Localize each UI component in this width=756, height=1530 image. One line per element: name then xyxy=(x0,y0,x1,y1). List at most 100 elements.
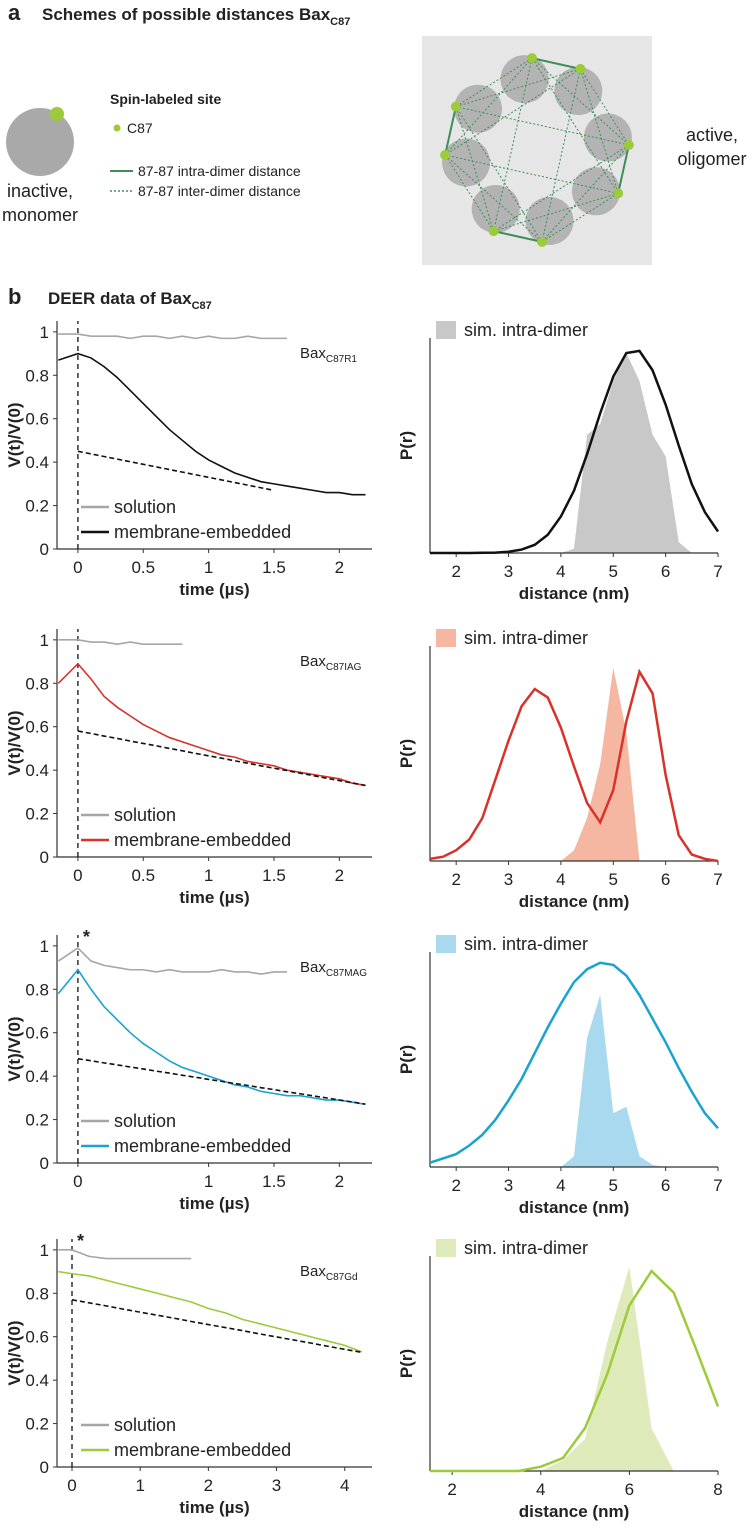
decay-chart: 0 0.5 1 1.5 2 0 0.2 0.4 0.6 0.8 1 time (µs) V(t)/V(0… xyxy=(5,629,372,907)
subunit xyxy=(454,84,503,133)
y-axis-label: V(t)/V(0) xyxy=(5,710,24,775)
inter-dimer-line xyxy=(541,192,619,243)
y-tick-label: 0.8 xyxy=(25,1284,49,1303)
inter-dimer-line xyxy=(493,58,533,232)
x-tick-label: 1.5 xyxy=(262,866,286,885)
trace xyxy=(429,668,719,863)
inter-dimer-line xyxy=(445,154,619,194)
inter-dimer-line xyxy=(455,106,543,243)
y-tick-label: 0.6 xyxy=(25,718,49,737)
x-axis-label: distance (nm) xyxy=(519,584,630,603)
inter-dimer-line xyxy=(444,57,533,156)
legend-label: membrane-embedded xyxy=(114,522,291,542)
subunit xyxy=(571,167,620,216)
legend-title: Spin-labeled site xyxy=(110,91,221,107)
spin-label xyxy=(50,107,64,121)
legend-text: 87-87 inter-dimer distance xyxy=(138,183,301,199)
inter-dimer-line xyxy=(444,68,581,156)
annotation-sub: C87MAG xyxy=(326,968,367,979)
x-tick-label: 3 xyxy=(504,562,513,581)
x-tick-label: 0 xyxy=(73,1172,82,1191)
x-axis-label: time (µs) xyxy=(179,1498,249,1517)
y-axis-label: P(r) xyxy=(397,739,416,768)
y-tick-label: 1 xyxy=(40,323,49,342)
x-tick-label: 1 xyxy=(204,866,213,885)
background-fit xyxy=(77,1057,366,1105)
trace xyxy=(57,968,366,1106)
intra-dimer-line xyxy=(531,57,581,70)
inter-dimer-line xyxy=(493,192,619,232)
x-tick-label: 5 xyxy=(609,562,618,581)
x-tick-label: 4 xyxy=(556,562,565,581)
distance-chart: 2 3 4 5 6 7 distance (nm) P(r) sim. intra-dimer xyxy=(397,320,723,603)
y-tick-label: 0 xyxy=(40,1154,49,1173)
y-axis-label: V(t)/V(0) xyxy=(5,402,24,467)
x-tick-label: 6 xyxy=(661,562,670,581)
x-tick-label: 6 xyxy=(661,870,670,889)
panel-title: DEER data of BaxC87 xyxy=(48,289,212,312)
trace xyxy=(429,961,719,1164)
x-tick-label: 3 xyxy=(504,1176,513,1195)
annotation-text: Bax xyxy=(300,345,326,362)
y-tick-label: 0.8 xyxy=(25,366,49,385)
monomer-label: monomer xyxy=(2,205,78,225)
spin-label xyxy=(526,53,537,64)
x-tick-label: 0 xyxy=(67,1476,76,1495)
trace xyxy=(58,333,288,340)
x-tick-label: 1 xyxy=(204,558,213,577)
x-tick-label: 0.5 xyxy=(131,866,155,885)
x-tick-label: 1.5 xyxy=(262,1172,286,1191)
title-text: DEER data of Bax xyxy=(48,289,192,308)
x-tick-label: 2 xyxy=(204,1476,213,1495)
y-tick-label: 0.4 xyxy=(25,453,49,472)
x-tick-label: 2 xyxy=(451,1176,460,1195)
intra-dimer-line xyxy=(617,144,630,194)
legend-label: solution xyxy=(114,805,176,825)
distance-chart: 2 3 4 5 6 7 distance (nm) P(r) sim. intra-dimer xyxy=(397,934,723,1217)
x-tick-label: 7 xyxy=(713,870,722,889)
trace xyxy=(58,352,366,496)
inter-dimer-line xyxy=(541,144,630,243)
inter-dimer-line xyxy=(579,68,630,146)
x-tick-label: 3 xyxy=(504,870,513,889)
annotation-sub: C87R1 xyxy=(326,354,358,365)
sim-area xyxy=(430,353,718,553)
legend-label: solution xyxy=(114,1111,176,1131)
trace xyxy=(430,349,720,555)
legend-dot xyxy=(113,124,121,132)
y-axis-label: V(t)/V(0) xyxy=(5,1016,24,1081)
x-tick-label: 1 xyxy=(135,1476,144,1495)
legend-swatch xyxy=(436,935,456,953)
inter-dimer-line xyxy=(455,57,533,108)
legend-label: sim. intra-dimer xyxy=(464,1238,588,1258)
x-tick-label: 2 xyxy=(335,866,344,885)
inter-dimer-line xyxy=(579,68,619,194)
trace xyxy=(57,947,288,975)
distance-chart: 2 3 4 5 6 7 distance (nm) P(r) sim. intra-dimer xyxy=(397,628,723,911)
y-tick-label: 0 xyxy=(40,1458,49,1477)
annotation: BaxC87R1 xyxy=(300,345,357,365)
y-tick-label: 1 xyxy=(40,1241,49,1260)
x-axis-label: time (µs) xyxy=(179,580,249,599)
x-tick-label: 6 xyxy=(661,1176,670,1195)
legend-label: solution xyxy=(114,497,176,517)
x-tick-label: 2 xyxy=(451,562,460,581)
spin-label xyxy=(488,226,499,237)
inter-dimer-line xyxy=(455,106,629,146)
asterisk: * xyxy=(83,927,90,947)
annotation-sub: C87Gd xyxy=(326,1272,358,1283)
annotation-text: Bax xyxy=(300,1263,326,1280)
x-tick-label: 1 xyxy=(204,1172,213,1191)
x-tick-label: 2 xyxy=(335,558,344,577)
x-tick-label: 8 xyxy=(713,1480,722,1499)
inter-dimer-line xyxy=(444,154,543,243)
spin-label xyxy=(613,188,624,199)
inter-dimer-line xyxy=(531,57,619,194)
panel-title: Schemes of possible distances BaxC87 xyxy=(42,5,350,28)
sim-area xyxy=(430,1266,718,1471)
y-tick-label: 0.4 xyxy=(25,1067,49,1086)
oligomer-label: oligomer xyxy=(677,149,746,169)
x-tick-label: 3 xyxy=(272,1476,281,1495)
annotation: BaxC87Gd xyxy=(300,1263,358,1283)
